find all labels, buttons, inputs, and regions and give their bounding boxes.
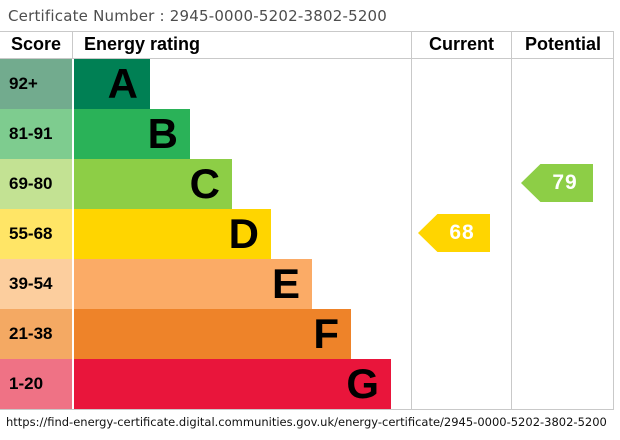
table-header-row: Score Energy rating Current Potential	[0, 32, 613, 59]
band-row-c: 69-80 C	[0, 159, 613, 209]
band-row-b: 81-91 B	[0, 109, 613, 159]
divider-current-column	[411, 59, 412, 409]
band-row-f: 21-38 F	[0, 309, 613, 359]
score-range-g: 1-20	[0, 359, 72, 409]
score-range-d: 55-68	[0, 209, 72, 259]
band-bar-d: D	[74, 209, 271, 259]
score-range-c: 69-80	[0, 159, 72, 209]
col-header-score: Score	[0, 32, 73, 58]
potential-rating-value: 79	[552, 171, 578, 194]
certificate-number: Certificate Number : 2945-0000-5202-3802…	[8, 7, 388, 25]
band-row-d: 55-68 D	[0, 209, 613, 259]
current-rating-value: 68	[449, 221, 475, 244]
divider-potential-column	[511, 59, 512, 409]
score-range-b: 81-91	[0, 109, 72, 159]
rating-bands: 92+ A 81-91 B 69-80 C 55-68 D 39-54 E 21-38 F 1-20 G	[0, 59, 613, 409]
score-range-f: 21-38	[0, 309, 72, 359]
score-range-e: 39-54	[0, 259, 72, 309]
band-bar-f: F	[74, 309, 351, 359]
band-bar-g: G	[74, 359, 391, 409]
certificate-url: https://find-energy-certificate.digital.…	[6, 415, 607, 429]
col-header-current: Current	[411, 32, 511, 58]
band-row-g: 1-20 G	[0, 359, 613, 409]
band-bar-b: B	[74, 109, 190, 159]
col-header-energy-rating: Energy rating	[84, 34, 201, 54]
score-range-a: 92+	[0, 59, 72, 109]
band-bar-c: C	[74, 159, 232, 209]
epc-rating-chart: Score Energy rating Current Potential 92…	[0, 31, 614, 410]
band-row-e: 39-54 E	[0, 259, 613, 309]
col-header-potential: Potential	[511, 32, 614, 58]
band-bar-a: A	[74, 59, 150, 109]
band-bar-e: E	[74, 259, 312, 309]
band-row-a: 92+ A	[0, 59, 613, 109]
